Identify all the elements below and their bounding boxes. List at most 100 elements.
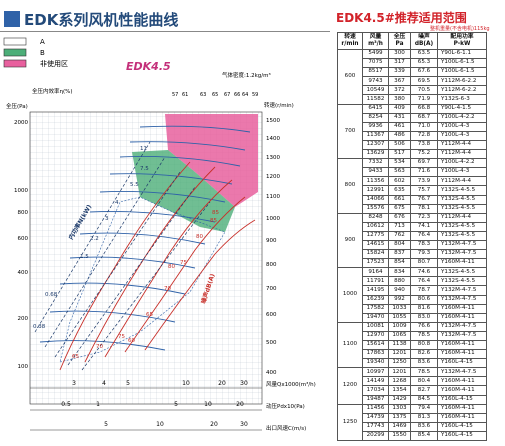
table-row: 14615 804 78.3 Y132M-4-7.5 <box>338 239 487 251</box>
speed-cell: 1200 <box>337 367 363 405</box>
volume-cell: 8517 <box>362 67 389 78</box>
region-b <box>132 150 235 232</box>
pressure-cell: 300 <box>388 48 411 60</box>
pressure-cell: 854 <box>388 258 411 269</box>
pressure-cell: 635 <box>388 185 411 196</box>
pressure-cell: 1303 <box>388 403 411 414</box>
legend-swatch-unused <box>3 59 27 68</box>
noise-label: 65 <box>146 312 153 318</box>
power-label: 4 <box>115 200 119 206</box>
dyn-axis-title: 动压Pdx10(Pa) <box>266 403 305 410</box>
table-row: 700 6415 409 66.8 Y90L-4-1.5 <box>337 103 487 160</box>
volume-cell: 14739 <box>362 412 389 423</box>
volume-cell: 12307 <box>362 139 389 151</box>
table-row: 15614 1138 80.8 Y160M-4-11 <box>338 339 487 351</box>
noise-cell: 71.6 <box>410 167 438 178</box>
dyn-tick: 5 <box>174 401 178 408</box>
motor-cell: Y160M-4-11 <box>437 403 487 414</box>
dyn-tick: 10 <box>204 401 212 408</box>
left-tick: 100 <box>18 364 29 370</box>
motor-cell: Y100L-4-3 <box>437 167 487 178</box>
volume-cell: 14149 <box>362 376 389 387</box>
motor-cell: Y132S-4-5.5 <box>437 194 487 205</box>
pressure-cell: 1250 <box>388 358 411 369</box>
vel-tick: 20 <box>210 421 218 428</box>
volume-cell: 12970 <box>362 330 389 342</box>
model-label: EDK4.5 <box>126 60 171 73</box>
volume-cell: 11356 <box>362 176 389 187</box>
table-row: 15824 837 79.3 Y132M-4-7.5 <box>338 249 487 260</box>
motor-cell: Y90L-6-1.1 <box>437 48 487 60</box>
right-tick: 900 <box>266 238 277 244</box>
eff-top-label: 57 <box>172 92 178 98</box>
pressure-cell: 367 <box>388 76 411 87</box>
eff-top-label: 67 <box>224 92 230 98</box>
pressure-cell: 880 <box>388 276 411 287</box>
pressure-cell: 380 <box>388 94 411 105</box>
noise-cell: 82.6 <box>410 349 438 360</box>
speed-cell: 700 <box>337 103 363 160</box>
pressure-cell: 317 <box>388 58 411 69</box>
noise-cell: 78.5 <box>410 330 438 342</box>
motor-cell: Y132S-6-3 <box>437 94 487 105</box>
volume-cell: 8254 <box>362 112 389 123</box>
pressure-cell: 1033 <box>388 303 411 314</box>
power-label: 1.5 <box>80 254 89 260</box>
motor-cell: Y112M-4-4 <box>437 149 487 160</box>
noise-cell: 69.5 <box>410 76 438 87</box>
pressure-cell: 1375 <box>388 412 411 423</box>
title-square-icon <box>4 11 20 27</box>
pressure-cell: 1354 <box>388 385 411 396</box>
volume-cell: 14066 <box>362 194 389 205</box>
motor-cell: Y160M-4-11 <box>437 339 487 351</box>
eff-top-label: 63 <box>200 92 206 98</box>
pressure-cell: 431 <box>388 112 411 123</box>
motor-cell: Y160L-4-15 <box>437 421 487 432</box>
noise-cell: 79.4 <box>410 403 438 414</box>
table-row: 11582 380 71.9 Y132S-6-3 <box>338 94 487 105</box>
pressure-cell: 675 <box>388 203 411 214</box>
noise-cell: 74.6 <box>410 267 438 278</box>
power-label: 7.5 <box>140 166 149 172</box>
motor-cell: Y160M-4-11 <box>437 312 487 323</box>
vel-tick: 5 <box>104 421 108 428</box>
noise-cell: 76.4 <box>410 276 438 287</box>
noise-cell: 72.8 <box>410 130 438 141</box>
performance-chart: A B 非使用区 EDK4.5 气体密度:1.2kg/m³ 全压内效率η(%) … <box>3 37 316 432</box>
noise-cell: 67.6 <box>410 67 438 78</box>
noise-cell: 75.2 <box>410 149 438 160</box>
volume-cell: 17863 <box>362 349 389 360</box>
noise-cell: 83.6 <box>410 421 438 432</box>
speed-lines <box>39 125 251 351</box>
noise-cell: 78.7 <box>410 285 438 296</box>
volume-cell: 7075 <box>362 58 389 69</box>
table-row: 7075 317 65.3 Y100L-6-1.5 <box>338 58 487 69</box>
table-row: 600 5499 300 63.5 Y90L-6-1.1 <box>337 48 487 105</box>
eff-mid-label: 70 <box>96 344 103 350</box>
dyn-tick: 20 <box>236 401 244 408</box>
pressure-cell: 713 <box>388 221 411 232</box>
eff-top-label: 66 <box>234 92 240 98</box>
noise-cell: 65.3 <box>410 58 438 69</box>
right-tick: 600 <box>266 312 277 318</box>
flow-tick: 30 <box>240 380 248 387</box>
power-label: 2.2 <box>90 236 99 242</box>
col-header-speed: 转速 r/min <box>337 32 363 50</box>
pressure-cell: 1201 <box>388 367 411 378</box>
table-row: 10549 372 70.5 Y112M-6-2.2 <box>338 85 487 96</box>
motor-cell: Y160M-4-11 <box>437 349 487 360</box>
volume-cell: 10081 <box>362 321 389 332</box>
volume-cell: 15824 <box>362 249 389 260</box>
volume-cell: 12991 <box>362 185 389 196</box>
volume-cell: 11456 <box>362 403 389 414</box>
noise-label: 70 <box>164 286 171 292</box>
table-row: 12775 762 76.4 Y132S-4-5.5 <box>338 230 487 241</box>
volume-cell: 20299 <box>362 430 389 442</box>
motor-cell: Y132M-4-7.5 <box>437 367 487 378</box>
pressure-cell: 1469 <box>388 421 411 432</box>
pressure-cell: 372 <box>388 85 411 96</box>
left-tick: 200 <box>18 316 29 322</box>
left-tick: 400 <box>18 270 29 276</box>
flow-axis-ticks: 3 4 5 10 20 30 <box>72 380 248 387</box>
